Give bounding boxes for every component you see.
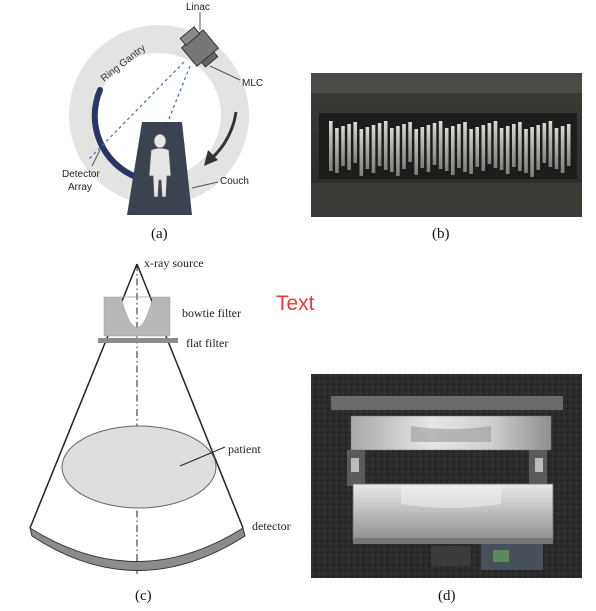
patient-label: patient bbox=[228, 442, 261, 456]
mlc-leaf bbox=[505, 126, 510, 174]
mlc-leaf bbox=[457, 124, 461, 168]
rotation-arrow bbox=[210, 111, 238, 160]
mlc-leaf bbox=[512, 124, 516, 167]
mlc-leaf bbox=[347, 124, 351, 170]
bowtie-filter-label: bowtie filter bbox=[182, 306, 241, 320]
panel-b-label: (b) bbox=[432, 226, 450, 242]
overlay-text: Text bbox=[276, 292, 315, 315]
mlc-leaf bbox=[487, 123, 492, 164]
mlc-leaf bbox=[359, 129, 364, 176]
panel-d-label: (d) bbox=[438, 588, 456, 604]
mlc-leaf bbox=[469, 129, 473, 174]
couch-label: Couch bbox=[220, 176, 249, 187]
beam-line bbox=[87, 61, 185, 161]
mlc-leaf bbox=[414, 129, 418, 175]
detector-arc bbox=[29, 526, 246, 571]
flat-filter-label: flat filter bbox=[186, 336, 228, 350]
panel-a-label: (a) bbox=[151, 226, 168, 242]
mlc-leaf bbox=[383, 121, 388, 170]
mlc-label: MLC bbox=[242, 78, 263, 89]
mlc-leaf bbox=[463, 122, 467, 172]
mlc-leaf bbox=[554, 128, 559, 169]
mlc-leaf bbox=[365, 127, 370, 169]
mlc-leaf bbox=[371, 125, 376, 173]
linac-label: Linac bbox=[186, 2, 210, 13]
bowtie-filter bbox=[103, 296, 171, 337]
linac-icon bbox=[179, 26, 220, 68]
mlc-leaf bbox=[396, 126, 400, 176]
mlc-leaf bbox=[444, 128, 449, 171]
detector-array-arc bbox=[91, 87, 139, 180]
mlc-leaf bbox=[408, 122, 412, 162]
mlc-leaf bbox=[542, 123, 547, 163]
mlc-leaf bbox=[566, 124, 571, 166]
mlc-leaf bbox=[536, 125, 540, 170]
mlc-leaf bbox=[353, 122, 357, 163]
mlc-leaf bbox=[426, 125, 431, 172]
detector-label: detector bbox=[252, 519, 291, 533]
panel-c-figure: x-ray source bowtie filter flat filter p… bbox=[29, 256, 291, 574]
mlc-leaf bbox=[524, 129, 528, 173]
xray-source-label: x-ray source bbox=[144, 256, 204, 270]
beam-line bbox=[166, 65, 191, 125]
panel-b-photo bbox=[311, 73, 582, 217]
panel-c-label: (c) bbox=[135, 588, 152, 604]
mlc-leaf bbox=[499, 128, 504, 170]
patient-ellipse bbox=[61, 425, 217, 509]
mlc-leaf bbox=[390, 128, 394, 172]
ring-bore bbox=[97, 53, 221, 177]
panel-d-photo bbox=[311, 374, 582, 578]
flat-filter bbox=[98, 338, 178, 343]
mlc-leaf bbox=[329, 121, 333, 171]
mlc-leaf bbox=[518, 122, 522, 171]
patient-figure-icon bbox=[148, 133, 172, 198]
detector-array-label-1: Detector bbox=[62, 169, 100, 180]
mlc-leaf bbox=[420, 127, 425, 168]
mlc-leaf bbox=[335, 128, 339, 173]
panel-a-figure: Linac Ring Gantry MLC Detector Array Cou… bbox=[62, 2, 263, 215]
mlc-leaf bbox=[402, 124, 406, 169]
mlc-leaves bbox=[329, 121, 571, 177]
mlc-leaf bbox=[377, 123, 382, 166]
mlc-leaf bbox=[438, 121, 443, 169]
mlc-leaf bbox=[481, 125, 486, 171]
mlc-leaf bbox=[475, 127, 479, 167]
detector-array-label-2: Array bbox=[68, 182, 92, 193]
mlc-leaf bbox=[548, 121, 553, 167]
mlc-leaf bbox=[432, 123, 437, 165]
mlc-leaf bbox=[341, 126, 345, 166]
mlc-leaf bbox=[560, 126, 565, 173]
mlc-leaf bbox=[530, 127, 534, 177]
mlc-leaf bbox=[451, 126, 455, 175]
mlc-leaf bbox=[493, 121, 498, 168]
